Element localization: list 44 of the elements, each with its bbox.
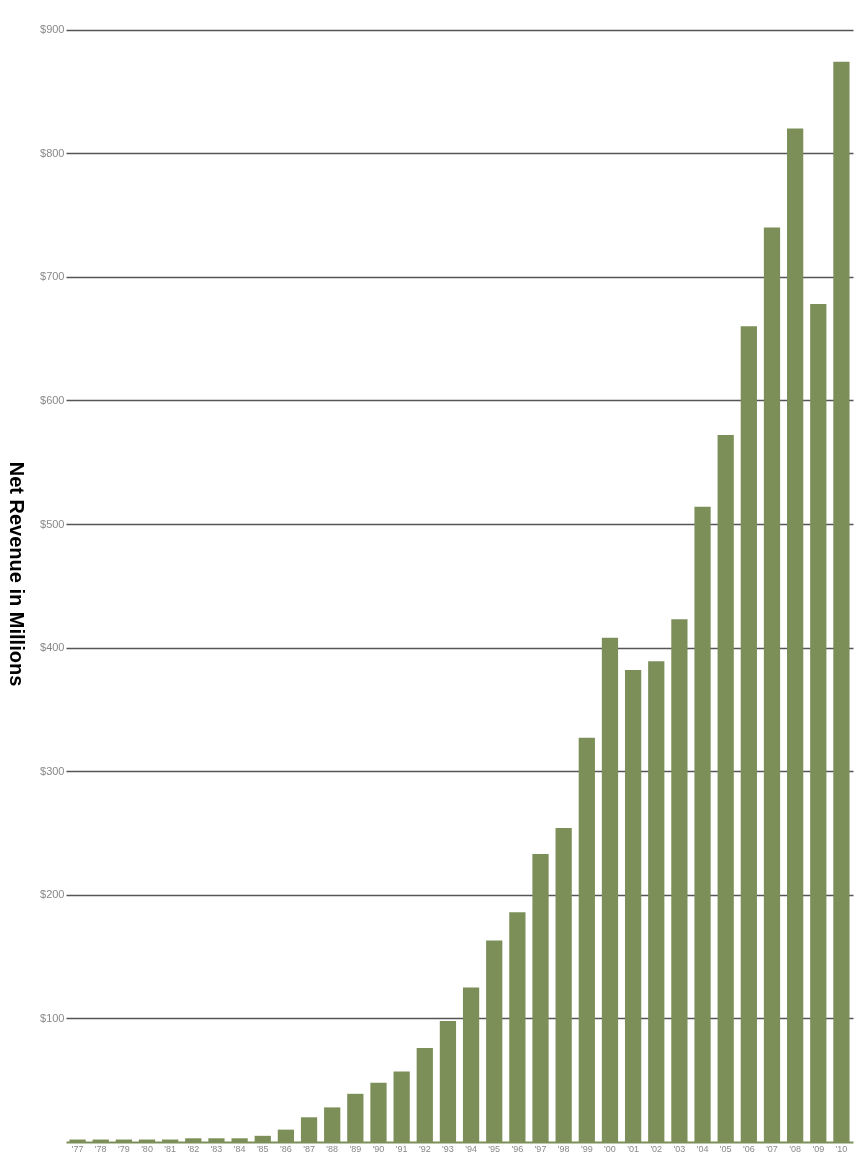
y-tick-label: $500 <box>40 517 65 530</box>
x-tick-label: '84 <box>233 1143 246 1154</box>
x-tick-label: '77 <box>71 1143 84 1154</box>
y-tick-label: $300 <box>40 764 65 777</box>
x-tick-label: '09 <box>812 1143 825 1154</box>
x-tick-label: '99 <box>580 1143 593 1154</box>
x-tick-label: '89 <box>349 1143 362 1154</box>
x-tick-label: '08 <box>789 1143 801 1154</box>
x-tick-label: '96 <box>511 1143 524 1154</box>
y-tick-label: $200 <box>40 888 65 901</box>
x-tick-label: '93 <box>442 1143 454 1154</box>
x-tick-label: '03 <box>673 1143 686 1154</box>
x-tick-label: '85 <box>256 1143 269 1154</box>
y-tick-label: $800 <box>40 146 65 159</box>
x-tick-label: '86 <box>280 1143 292 1154</box>
x-tick-label: '79 <box>118 1143 130 1154</box>
x-tick-label: '87 <box>303 1143 315 1154</box>
x-tick-label: '04 <box>696 1143 709 1154</box>
x-tick-label: '00 <box>604 1143 616 1154</box>
y-tick-label: $900 <box>40 23 65 36</box>
x-tick-label: '82 <box>187 1143 200 1154</box>
x-tick-label: '92 <box>418 1143 431 1154</box>
y-axis-title: Net Revenue in Millions <box>6 461 29 687</box>
x-tick-label: '95 <box>488 1143 501 1154</box>
y-tick-label: $400 <box>40 641 65 654</box>
x-tick-label: '80 <box>141 1143 153 1154</box>
x-tick-label: '97 <box>534 1143 547 1154</box>
x-tick-label: '78 <box>94 1143 107 1154</box>
x-tick-label: '06 <box>742 1143 755 1154</box>
x-tick-label: '91 <box>395 1143 408 1154</box>
x-tick-label: '02 <box>650 1143 663 1154</box>
y-tick-label: $700 <box>40 270 65 283</box>
x-tick-label: '05 <box>719 1143 732 1154</box>
y-tick-label: $600 <box>40 393 65 406</box>
x-tick-label: '90 <box>372 1143 385 1154</box>
x-tick-label: '01 <box>627 1143 639 1154</box>
x-tick-label: '88 <box>326 1143 339 1154</box>
x-tick-label: '98 <box>557 1143 570 1154</box>
x-tick-label: '81 <box>164 1143 177 1154</box>
x-tick-label: '07 <box>766 1143 778 1154</box>
y-tick-label: $100 <box>40 1011 65 1024</box>
x-tick-label: '83 <box>210 1143 223 1154</box>
x-tick-label: '94 <box>465 1143 477 1154</box>
x-tick-label: '10 <box>835 1143 848 1154</box>
